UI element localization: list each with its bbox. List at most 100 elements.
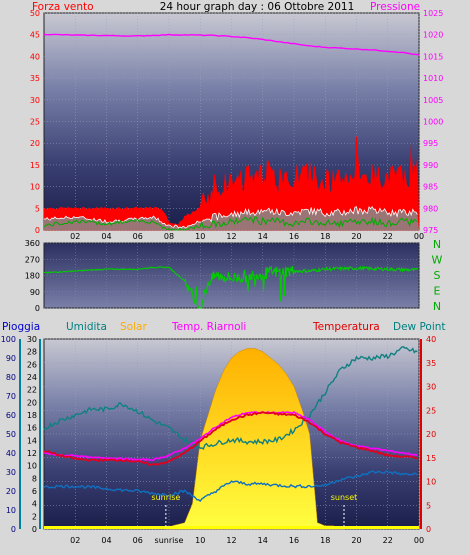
right-tick-label: 980 xyxy=(423,204,438,213)
left-tick-label: 30 xyxy=(30,96,40,105)
left-tick-label: 25 xyxy=(30,118,40,127)
x-tick-label: 00 xyxy=(414,232,424,241)
right-axis-title: Pressione xyxy=(370,1,420,13)
left-tick-label: 35 xyxy=(30,74,40,83)
legend-pioggia: Pioggia xyxy=(2,321,40,333)
right-tick-label: 1005 xyxy=(423,96,443,105)
inner-tick-label: 20 xyxy=(27,398,37,407)
left-tick-label: 15 xyxy=(30,161,40,170)
pioggia-tick-label: 10 xyxy=(6,506,16,515)
right-tick-label: 20 xyxy=(426,430,436,439)
x-tick-label: 06 xyxy=(133,232,143,241)
right-tick-label: 10 xyxy=(426,478,436,487)
right-tick-label: 35 xyxy=(426,359,436,368)
right-tick-label: 1020 xyxy=(423,31,443,40)
pioggia-tick-label: 50 xyxy=(6,430,16,439)
inner-tick-label: 10 xyxy=(27,462,37,471)
pioggia-tick-label: 20 xyxy=(6,487,16,496)
inner-tick-label: 22 xyxy=(27,386,37,395)
sunrise-label: sunrise xyxy=(151,493,180,502)
direction-letter: S xyxy=(434,269,441,282)
legend-dew-point: Dew Point xyxy=(393,321,446,333)
right-tick-label: 995 xyxy=(423,139,438,148)
right-tick-label: 5 xyxy=(426,501,431,510)
legend-umidita: Umidita xyxy=(66,321,107,333)
inner-tick-label: 14 xyxy=(27,436,37,445)
x-tick-label: 10 xyxy=(195,232,205,241)
left-tick-label: 5 xyxy=(35,204,40,213)
direction-tick-label: 90 xyxy=(30,288,40,297)
wind-avg-area xyxy=(44,206,419,230)
left-tick-label: 10 xyxy=(30,183,40,192)
x-tick-label: 20 xyxy=(351,536,361,545)
x-tick-label: 18 xyxy=(320,536,330,545)
right-tick-label: 1015 xyxy=(423,52,443,61)
temperature-series xyxy=(43,410,418,466)
inner-tick-label: 4 xyxy=(32,500,37,509)
inner-tick-label: 2 xyxy=(32,512,37,521)
right-tick-label: 975 xyxy=(423,226,438,235)
left-axis-title: Forza vento xyxy=(32,1,94,13)
wind-panel-axes: 0510152025303540455097598098599099510001… xyxy=(30,9,444,241)
solar-area xyxy=(165,348,345,530)
pioggia-tick-label: 60 xyxy=(6,411,16,420)
right-tick-label: 25 xyxy=(426,406,436,415)
right-tick-label: 0 xyxy=(426,525,431,534)
right-tick-label: 40 xyxy=(426,335,436,344)
rain-baseline xyxy=(44,526,419,529)
x-tick-label: 18 xyxy=(320,232,330,241)
x-tick-label: 08 xyxy=(164,232,174,241)
wind-panel-series xyxy=(43,33,420,231)
inner-tick-label: 30 xyxy=(27,335,37,344)
direction-tick-label: 0 xyxy=(35,304,40,313)
legend-temperatura: Temperatura xyxy=(312,321,380,333)
x-tick-label: 06 xyxy=(133,536,143,545)
left-tick-label: 20 xyxy=(30,139,40,148)
direction-panel-grid xyxy=(44,242,420,309)
right-tick-label: 1010 xyxy=(423,74,443,83)
inner-tick-label: 8 xyxy=(32,474,37,483)
chart-title: 24 hour graph day : 06 Ottobre 2011 xyxy=(160,1,355,13)
right-tick-label: 15 xyxy=(426,454,436,463)
inner-tick-label: 0 xyxy=(32,525,37,534)
humidity-series xyxy=(43,345,418,450)
x-tick-label: sunrise xyxy=(155,536,184,545)
pioggia-tick-label: 70 xyxy=(6,392,16,401)
x-tick-label: 16 xyxy=(289,536,299,545)
pressure-series xyxy=(43,33,420,56)
temp-panel-axes: 0102030405060708090100024681012141618202… xyxy=(1,335,436,545)
x-tick-label: 12 xyxy=(226,232,236,241)
direction-letter: E xyxy=(434,285,441,298)
inner-tick-label: 24 xyxy=(27,373,37,382)
left-tick-label: 40 xyxy=(30,52,40,61)
pioggia-tick-label: 0 xyxy=(11,525,16,534)
inner-tick-label: 16 xyxy=(27,424,37,433)
x-tick-label: 04 xyxy=(101,536,111,545)
x-tick-label: 04 xyxy=(101,232,111,241)
right-tick-label: 30 xyxy=(426,383,436,392)
left-tick-label: 50 xyxy=(30,9,40,18)
inner-tick-label: 18 xyxy=(27,411,37,420)
direction-panel-series xyxy=(44,265,419,309)
pioggia-tick-label: 40 xyxy=(6,449,16,458)
left-tick-label: 0 xyxy=(35,226,40,235)
right-tick-label: 990 xyxy=(423,161,438,170)
x-tick-label: 22 xyxy=(383,232,393,241)
direction-tick-label: 180 xyxy=(25,272,40,281)
inner-tick-label: 26 xyxy=(27,360,37,369)
temp-riarnoli-series xyxy=(43,410,418,462)
x-tick-label: 10 xyxy=(195,536,205,545)
pioggia-tick-label: 90 xyxy=(6,354,16,363)
inner-tick-label: 12 xyxy=(27,449,37,458)
x-tick-label: 14 xyxy=(258,536,268,545)
pioggia-tick-label: 100 xyxy=(1,335,16,344)
direction-letter: N xyxy=(433,300,441,313)
direction-panel-axes: 0 90 180 270 360 xyxy=(25,239,40,313)
x-tick-label: 20 xyxy=(351,232,361,241)
x-tick-label: 16 xyxy=(289,232,299,241)
wind-avg-series xyxy=(43,205,418,230)
direction-letter: N xyxy=(433,238,441,251)
pioggia-tick-label: 80 xyxy=(6,373,16,382)
